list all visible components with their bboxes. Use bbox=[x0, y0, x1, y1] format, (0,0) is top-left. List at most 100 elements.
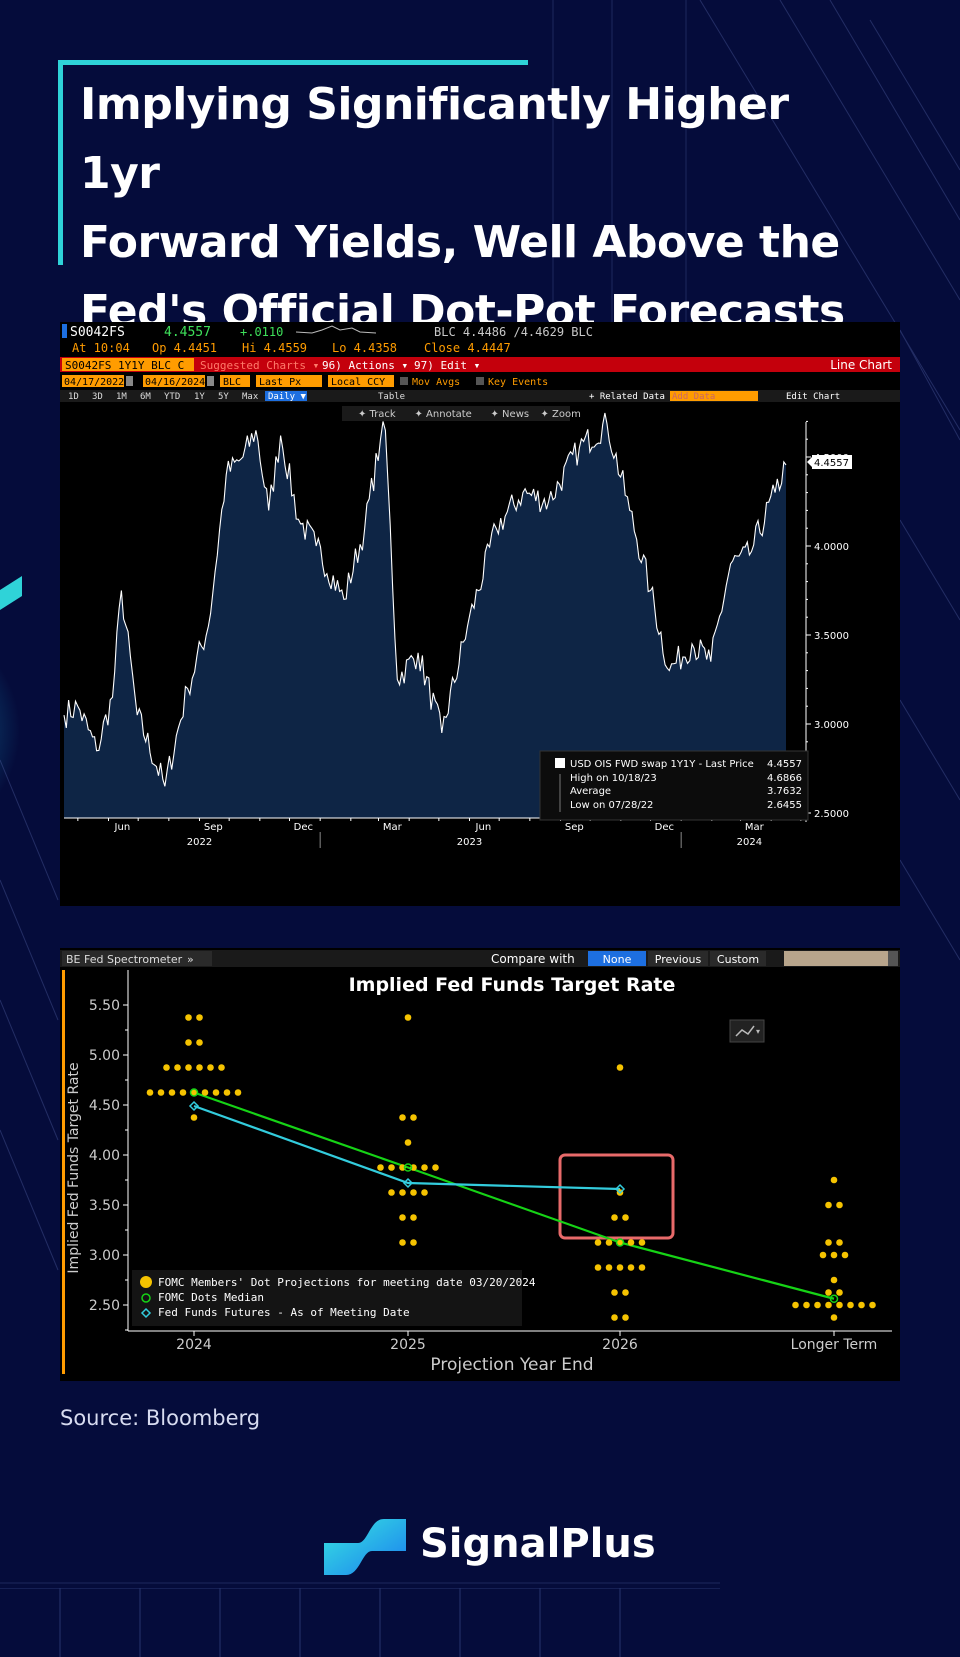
dot-longer-term bbox=[825, 1239, 832, 1246]
dot-2025 bbox=[410, 1189, 417, 1196]
legend-series-name: USD OIS FWD swap 1Y1Y - Last Price bbox=[570, 759, 754, 770]
tool-news[interactable]: ✦ News bbox=[491, 409, 530, 420]
source-field[interactable]: BLC bbox=[223, 377, 241, 388]
price-change: +.0110 bbox=[240, 325, 283, 339]
dot-2026 bbox=[616, 1064, 624, 1071]
edit-menu[interactable]: 97) Edit ▾ bbox=[414, 359, 480, 372]
dot-y-tick-0: 2.50 bbox=[89, 1298, 120, 1314]
tool-zoom[interactable]: ✦ Zoom bbox=[541, 409, 581, 420]
dot-2026 bbox=[594, 1239, 602, 1246]
legend-futures: Fed Funds Futures - As of Meeting Date bbox=[158, 1306, 410, 1319]
dot-longer-term bbox=[847, 1301, 854, 1309]
tool-annotate[interactable]: ✦ Annotate bbox=[415, 409, 472, 420]
dot-y-tick-5: 5.00 bbox=[89, 1048, 120, 1064]
dot-longer-term bbox=[825, 1201, 832, 1209]
dot-longer-term bbox=[841, 1251, 849, 1259]
source-note: Source: Bloomberg bbox=[60, 1406, 261, 1430]
period-button-1d[interactable]: 1D bbox=[68, 392, 79, 402]
table-button[interactable]: Table bbox=[378, 392, 405, 402]
signalplus-logo: SignalPlus bbox=[322, 1515, 656, 1579]
dot-2024 bbox=[196, 1014, 203, 1021]
dot-plot-axes: 2.50 3.00 3.50 4.00 4.50 5.00 5.50 2024 2025 2026… bbox=[89, 970, 892, 1353]
brand-name: SignalPlus bbox=[420, 1521, 656, 1567]
price-line bbox=[63, 412, 787, 787]
median-marker bbox=[403, 1163, 413, 1172]
period-button-max[interactable]: Max bbox=[242, 392, 259, 402]
title-accent-left bbox=[58, 60, 63, 265]
median-marker bbox=[189, 1088, 199, 1097]
dot-2026 bbox=[616, 1264, 624, 1271]
period-button-1y[interactable]: 1Y bbox=[194, 392, 205, 402]
dot-2024 bbox=[157, 1089, 165, 1096]
dot-2025 bbox=[410, 1214, 417, 1221]
y-tick-2: 3.5000 bbox=[814, 631, 849, 642]
x-year-2023: 2023 bbox=[457, 837, 482, 848]
compare-previous-button[interactable]: Previous bbox=[655, 953, 702, 966]
fed-spectrometer-panel: BE Fed Spectrometer » Compare with None … bbox=[60, 948, 900, 1381]
x-year-2024: 2024 bbox=[737, 837, 762, 848]
end-date-field[interactable]: 04/16/2024 bbox=[145, 377, 205, 388]
actions-menu[interactable]: 96) Actions ▾ bbox=[322, 359, 408, 372]
dot-2025 bbox=[399, 1239, 406, 1246]
close-label: Close 4.4447 bbox=[424, 341, 511, 355]
period-button-6m[interactable]: 6M bbox=[140, 392, 151, 402]
period-button-3d[interactable]: 3D bbox=[92, 392, 103, 402]
period-button-5y[interactable]: 5Y bbox=[218, 392, 229, 402]
dot-2026 bbox=[611, 1214, 618, 1221]
mov-avgs-toggle[interactable]: Mov Avgs bbox=[412, 377, 460, 388]
dot-2026 bbox=[622, 1214, 629, 1221]
dot-longer-term bbox=[836, 1239, 843, 1246]
dot-2024 bbox=[179, 1089, 187, 1096]
futures-line bbox=[193, 1104, 621, 1191]
dot-2026 bbox=[605, 1239, 613, 1246]
dot-2026 bbox=[594, 1264, 602, 1271]
edit-chart-button[interactable]: Edit Chart bbox=[786, 392, 840, 402]
dot-longer-term bbox=[792, 1301, 799, 1309]
dot-2024 bbox=[185, 1039, 192, 1046]
tool-track[interactable]: ✦ Track bbox=[358, 409, 396, 420]
key-events-toggle[interactable]: Key Events bbox=[488, 377, 548, 388]
period-button-ytd[interactable]: YTD bbox=[164, 392, 180, 402]
dot-x-tick-0: 2024 bbox=[176, 1337, 212, 1353]
compare-custom-button[interactable]: Custom bbox=[717, 953, 759, 966]
footer-grid bbox=[0, 1588, 720, 1657]
median-marker bbox=[829, 1294, 839, 1303]
legend-dot-marker bbox=[140, 1276, 152, 1288]
related-data-button[interactable]: + Related Data ▾ bbox=[589, 392, 676, 402]
legend-median: FOMC Dots Median bbox=[158, 1291, 264, 1304]
add-data-field[interactable]: Add Data bbox=[672, 392, 715, 402]
period-buttons: 1D 3D 1M 6M YTD 1Y 5Y Max bbox=[68, 392, 259, 402]
security-field[interactable]: S0042FS 1Y1Y BLC C bbox=[65, 359, 184, 372]
futures-marker bbox=[188, 1100, 200, 1112]
last-price-tag: 4.4557 bbox=[814, 458, 849, 469]
high-label: Hi 4.4559 bbox=[242, 341, 307, 355]
frequency-selector[interactable]: Daily ▼ bbox=[268, 392, 307, 402]
legend-futures-marker bbox=[140, 1307, 152, 1319]
dot-longer-term bbox=[836, 1301, 843, 1309]
chart-type-icon[interactable] bbox=[735, 1025, 755, 1037]
dot-plot-chart: BE Fed Spectrometer » Compare with None … bbox=[60, 950, 900, 1375]
dot-2026 bbox=[611, 1289, 618, 1296]
compare-none-button[interactable]: None bbox=[603, 953, 632, 966]
dot-x-tick-3: Longer Term bbox=[791, 1337, 878, 1353]
period-button-1m[interactable]: 1M bbox=[116, 392, 127, 402]
dot-longer-term bbox=[819, 1251, 827, 1259]
dot-2026 bbox=[622, 1289, 629, 1296]
dot-2024 bbox=[234, 1089, 242, 1096]
dot-2025 bbox=[388, 1189, 395, 1196]
dot-y-tick-4: 4.50 bbox=[89, 1098, 120, 1114]
currency-selector[interactable]: Local CCY bbox=[331, 377, 385, 388]
suggested-charts-button[interactable]: Suggested Charts ▾ bbox=[200, 359, 319, 372]
expand-icon[interactable]: » bbox=[187, 953, 194, 966]
low-label: Lo 4.4358 bbox=[332, 341, 397, 355]
spectrometer-tab[interactable]: BE Fed Spectrometer bbox=[66, 953, 183, 966]
legend-median-marker bbox=[141, 1293, 151, 1303]
dot-2025 bbox=[421, 1189, 428, 1196]
price-field-selector[interactable]: Last Px bbox=[259, 377, 301, 388]
start-date-field[interactable]: 04/17/2022 bbox=[64, 377, 124, 388]
legend-high-value: 4.6866 bbox=[767, 773, 802, 784]
futures-marker bbox=[614, 1183, 626, 1195]
dot-2025 bbox=[399, 1189, 406, 1196]
title-line-1: Implying Significantly Higher 1yr bbox=[80, 79, 789, 199]
legend-low-value: 2.6455 bbox=[767, 800, 802, 811]
